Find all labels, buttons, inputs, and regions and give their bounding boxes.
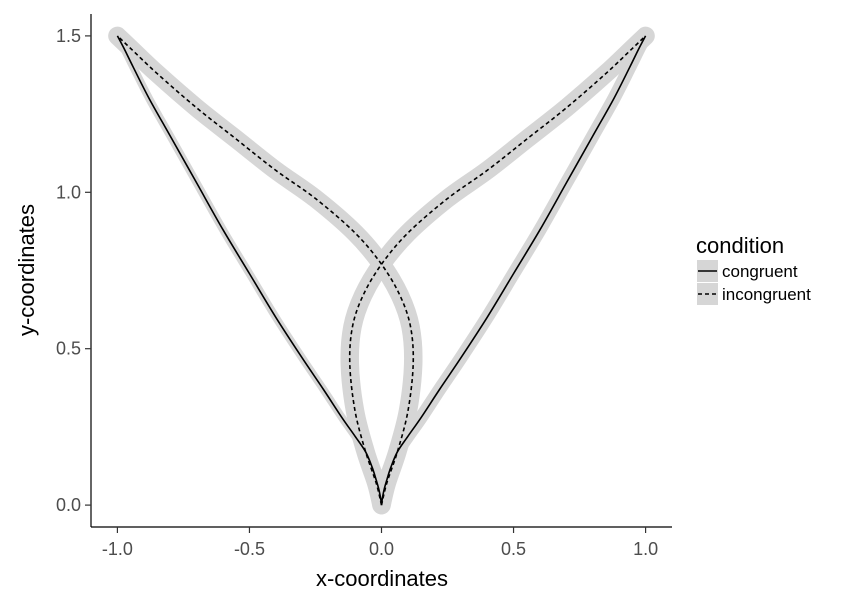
- y-tick-label: 1.0: [56, 182, 81, 202]
- legend-entries: congruent incongruent: [697, 260, 811, 305]
- confidence-bands: [108, 26, 655, 515]
- x-axis-title: x-coordinates: [316, 566, 448, 591]
- band-incongruent-2: [108, 26, 423, 515]
- legend-label-incongruent: incongruent: [722, 285, 811, 304]
- band-incongruent-3: [340, 26, 655, 515]
- x-tick-label: 0.0: [369, 539, 394, 559]
- band-congruent-0: [113, 31, 386, 510]
- y-tick-label: 0.5: [56, 339, 81, 359]
- band-congruent-1: [374, 29, 653, 512]
- line-congruent-1: [380, 35, 647, 506]
- trajectory-lines: [116, 35, 647, 506]
- x-tick-label: -1.0: [102, 539, 133, 559]
- legend-title: condition: [696, 233, 784, 258]
- x-axis-ticks: -1.0 -0.5 0.0 0.5 1.0: [102, 527, 658, 559]
- y-axis-title: y-coordinates: [14, 204, 39, 336]
- axes: -1.0 -0.5 0.0 0.5 1.0 0.0 0.5 1.0 1.5: [56, 14, 672, 559]
- x-tick-label: 0.5: [501, 539, 526, 559]
- y-tick-label: 0.0: [56, 495, 81, 515]
- legend-label-congruent: congruent: [722, 262, 798, 281]
- x-tick-label: 1.0: [633, 539, 658, 559]
- legend: condition congruent incongruent: [696, 233, 811, 305]
- y-axis-ticks: 0.0 0.5 1.0 1.5: [56, 26, 91, 515]
- x-tick-label: -0.5: [234, 539, 265, 559]
- y-tick-label: 1.5: [56, 26, 81, 46]
- line-congruent-0: [116, 35, 383, 506]
